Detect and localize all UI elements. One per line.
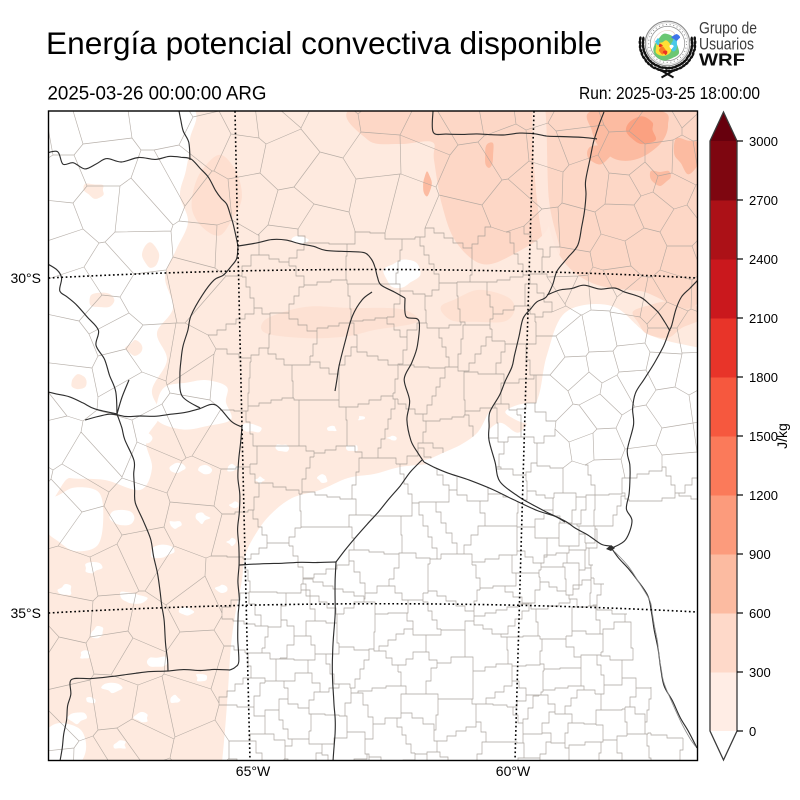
- svg-text:0: 0: [749, 724, 756, 739]
- svg-text:65°W: 65°W: [236, 763, 271, 779]
- svg-text:2025-03-26 00:00:00 ARG: 2025-03-26 00:00:00 ARG: [48, 83, 267, 105]
- svg-text:1200: 1200: [749, 488, 778, 503]
- svg-text:WRF: WRF: [699, 50, 745, 70]
- svg-text:3000: 3000: [749, 134, 778, 149]
- svg-text:Energía potencial convectiva d: Energía potencial convectiva disponible: [46, 25, 602, 61]
- svg-text:30°S: 30°S: [10, 270, 41, 286]
- svg-text:2700: 2700: [749, 193, 778, 208]
- svg-text:1800: 1800: [749, 370, 778, 385]
- svg-text:600: 600: [749, 606, 771, 621]
- svg-text:35°S: 35°S: [10, 605, 41, 621]
- svg-text:2400: 2400: [749, 252, 778, 267]
- svg-text:60°W: 60°W: [496, 763, 531, 779]
- svg-text:Usuarios: Usuarios: [699, 35, 754, 54]
- svg-text:Grupo de: Grupo de: [699, 19, 757, 38]
- svg-text:900: 900: [749, 547, 771, 562]
- svg-text:J/kg: J/kg: [774, 423, 790, 449]
- svg-text:300: 300: [749, 665, 771, 680]
- svg-text:Run: 2025-03-25 18:00:00: Run: 2025-03-25 18:00:00: [579, 83, 760, 103]
- svg-text:2100: 2100: [749, 311, 778, 326]
- svg-text:1500: 1500: [749, 429, 778, 444]
